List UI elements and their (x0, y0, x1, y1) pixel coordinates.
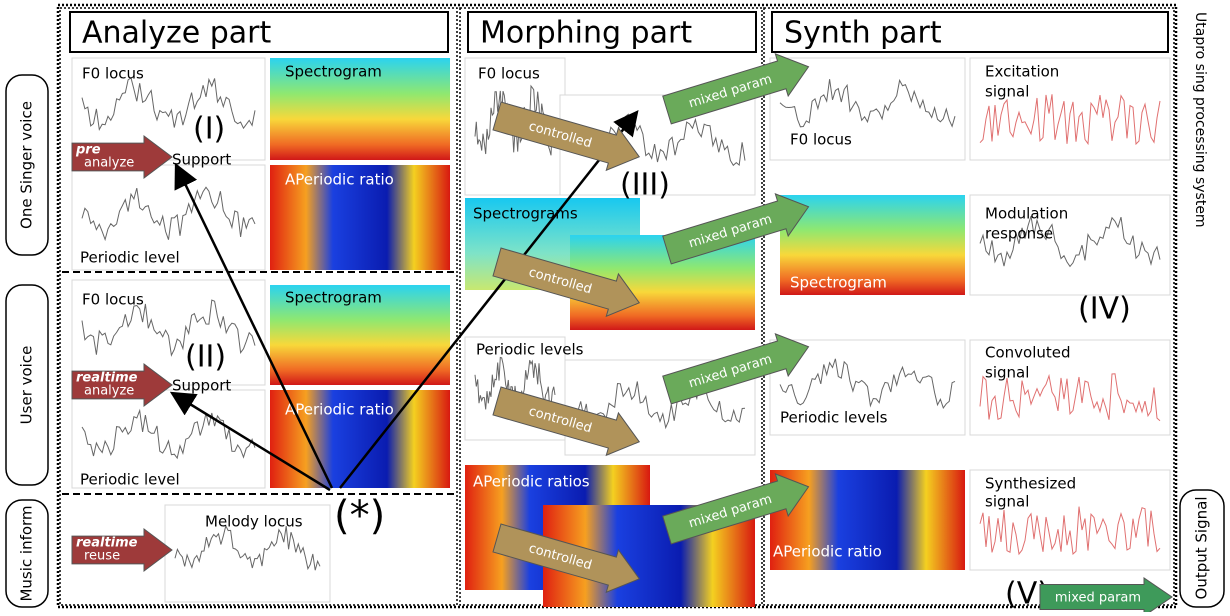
panel-label: signal (985, 83, 1029, 101)
output-arrow: mixed param (1040, 578, 1172, 612)
marker: (III) (620, 168, 670, 203)
diagram: Analyze part Morphing part Synth part One S… (0, 0, 1230, 612)
panel-label: Spectrogram (285, 289, 382, 307)
marker: (I) (193, 112, 225, 147)
column-title: Morphing part (480, 16, 692, 51)
panel-label: Periodic level (80, 471, 180, 489)
panel-label: APeriodic ratio (285, 401, 394, 419)
row-label: Music inform (18, 505, 36, 601)
panel-label: F0 locus (82, 65, 144, 83)
panel-label: Spectrogram (790, 274, 887, 292)
panel-label: signal (985, 364, 1029, 382)
row-label: User voice (18, 346, 36, 425)
panel-label: APeriodic ratio (773, 543, 882, 561)
panel-label: APeriodic ratio (285, 171, 394, 189)
panel-label: Support (172, 377, 231, 395)
panel-label: response (985, 225, 1053, 243)
output-arrow-label: mixed param (1055, 591, 1141, 606)
panel-label: F0 locus (478, 65, 540, 83)
panel-label: Support (172, 151, 231, 169)
system-title: Utapro sing processing system (1192, 12, 1208, 228)
analyze-arrow-label: analyze (84, 156, 134, 171)
analyze-arrow-label: reuse (84, 549, 120, 564)
panel-label: Periodic level (80, 249, 180, 267)
row-label: One Singer voice (18, 101, 36, 229)
marker: (IV) (1078, 292, 1131, 327)
panel-label: Convoluted (985, 344, 1071, 362)
panel-label: Excitation (985, 63, 1059, 81)
output-label: Output Signal (1193, 497, 1211, 600)
panel-label: APeriodic ratios (473, 473, 590, 491)
panel-label: F0 locus (82, 291, 144, 309)
panel-label: Periodic levels (476, 341, 584, 359)
marker: (II) (185, 340, 226, 375)
panel-label: F0 locus (790, 131, 852, 149)
column-title: Synth part (784, 16, 942, 51)
column-title: Analyze part (82, 16, 272, 51)
panel-label: Synthesized (985, 475, 1076, 493)
panel-label: Melody locus (205, 513, 303, 531)
panel-label: Spectrogram (285, 63, 382, 81)
panel-label: Periodic levels (780, 409, 888, 427)
panel-label: Modulation (985, 205, 1068, 223)
marker: (*) (334, 493, 385, 539)
analyze-arrow-label: analyze (84, 384, 134, 399)
panel-label: signal (985, 493, 1029, 511)
